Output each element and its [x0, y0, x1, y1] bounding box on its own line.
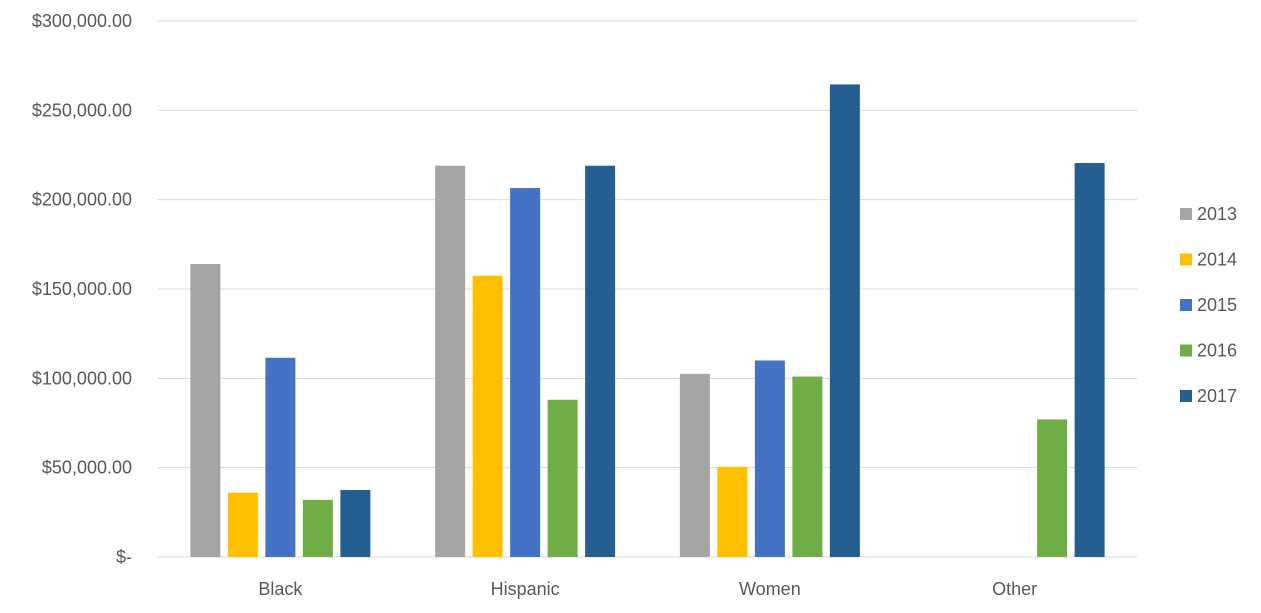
bar-other-2017: [1074, 163, 1105, 558]
legend-swatch-2017: [1180, 390, 1192, 402]
legend: 2013 2014 2015 2016 2017: [1180, 204, 1237, 406]
legend-swatch-2016: [1180, 344, 1192, 357]
legend-swatch-2014: [1180, 253, 1192, 266]
legend-swatch-2015: [1180, 299, 1192, 311]
y-tick-label: $250,000.00: [32, 100, 132, 120]
legend-label: 2015: [1197, 295, 1237, 315]
x-tick-label: Hispanic: [491, 579, 560, 599]
y-tick-label: $50,000.00: [42, 458, 132, 478]
bar-women-2016: [792, 376, 823, 557]
bar-hispanic-2015: [510, 188, 541, 557]
y-tick-label: $100,000.00: [32, 368, 132, 388]
bar-women-2015: [754, 360, 785, 557]
y-tick-label: $-: [116, 547, 132, 567]
bar-women-2014: [717, 466, 748, 557]
bar-women-2017: [829, 84, 860, 557]
legend-label: 2016: [1197, 341, 1237, 361]
bar-black-2014: [227, 492, 258, 557]
x-tick-label: Other: [992, 579, 1037, 599]
legend-swatch-2013: [1180, 208, 1192, 220]
bar-hispanic-2014: [472, 275, 503, 557]
x-tick-label: Black: [258, 579, 303, 599]
bar-black-2017: [340, 490, 371, 557]
legend-label: 2017: [1197, 386, 1237, 406]
bar-black-2013: [190, 263, 221, 557]
legend-label: 2014: [1197, 250, 1237, 270]
bar-women-2013: [679, 373, 710, 557]
y-tick-label: $200,000.00: [32, 190, 132, 210]
bar-hispanic-2017: [585, 165, 616, 557]
bar-black-2016: [302, 499, 333, 557]
legend-label: 2013: [1197, 204, 1237, 224]
bar-hispanic-2013: [435, 165, 466, 557]
y-tick-label: $150,000.00: [32, 279, 132, 299]
y-tick-label: $300,000.00: [32, 11, 132, 31]
gridlines: [158, 20, 1137, 558]
bar-other-2016: [1037, 419, 1068, 557]
bar-black-2015: [265, 357, 296, 557]
x-tick-label: Women: [739, 579, 801, 599]
bars: [190, 84, 1105, 558]
x-axis-tick-labels: Black Hispanic Women Other: [258, 579, 1037, 599]
bar-hispanic-2016: [547, 399, 578, 557]
y-axis-tick-labels: $- $50,000.00 $100,000.00 $150,000.00 $200,0…: [32, 11, 132, 567]
